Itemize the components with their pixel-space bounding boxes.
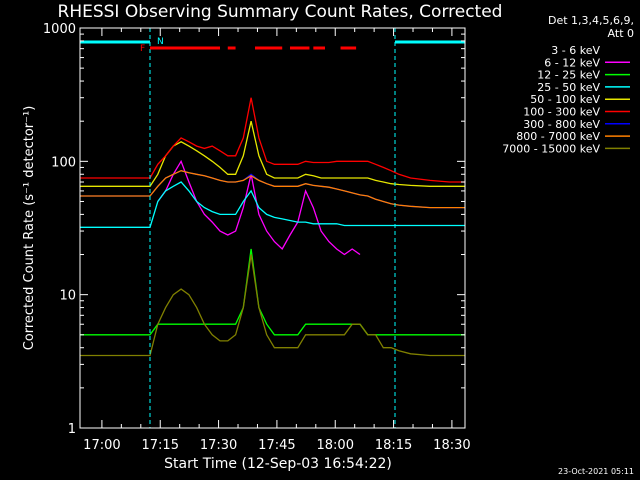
legend-label-7: 800 - 7000 keV: [516, 130, 600, 143]
legend-label-8: 7000 - 15000 keV: [502, 142, 600, 155]
series-lines: [80, 97, 465, 357]
series-line-6-12-kev: [157, 159, 361, 256]
x-tick-label-5: 18:15: [375, 438, 412, 453]
y-tick-label-0: 1: [68, 422, 76, 437]
legend-label-3: 25 - 50 keV: [537, 81, 600, 94]
x-axis-label: Start Time (12-Sep-03 16:54:22): [164, 456, 392, 472]
series-line-50-100-kev: [80, 121, 465, 187]
y-axis-label: Corrected Count Rate (s⁻¹ detector⁻¹): [22, 106, 37, 351]
x-tick-label-4: 18:00: [317, 438, 354, 453]
x-tick-label-2: 17:30: [200, 438, 237, 453]
legend-label-0: 3 - 6 keV: [551, 44, 600, 57]
legend-label-2: 12 - 25 keV: [537, 69, 600, 82]
y-tick-label-2: 100: [51, 155, 76, 170]
flare-flag-label: F: [140, 44, 145, 54]
y-tick-label-3: 1000: [43, 22, 76, 37]
legend-label-5: 100 - 300 keV: [523, 106, 600, 119]
legend-label-4: 50 - 100 keV: [530, 93, 600, 106]
x-tick-label-3: 17:45: [258, 438, 295, 453]
plot-frame: [79, 27, 466, 429]
y-axis-ticks: 1 10 100 1000: [43, 22, 465, 437]
night-flag-label: N: [157, 37, 164, 47]
x-tick-label-1: 17:15: [142, 438, 179, 453]
timestamp: 23-Oct-2021 05:11: [558, 467, 634, 476]
y-tick-label-1: 10: [59, 289, 76, 304]
series-line-25-50-kev: [80, 181, 465, 228]
legend-header-line-1: Det 1,3,4,5,6,9,: [548, 14, 634, 27]
series-line-800-7000-kev: [80, 170, 465, 209]
series-line-3-6-kev: [157, 133, 361, 236]
series-line-100-300-kev: [80, 97, 465, 183]
x-tick-label-6: 18:30: [433, 438, 470, 453]
x-axis-ticks: 17:00 17:15 17:30 17:45 18:00 18:15 18:30: [83, 28, 471, 453]
x-tick-label-0: 17:00: [83, 438, 120, 453]
legend-label-6: 300 - 800 keV: [523, 118, 600, 131]
legend-label-1: 6 - 12 keV: [544, 56, 600, 69]
chart-title: RHESSI Observing Summary Count Rates, Co…: [58, 2, 503, 22]
status-bars: NF: [80, 28, 465, 428]
legend-header-line-2: Att 0: [608, 27, 634, 40]
series-line-7000-15000-kev: [80, 254, 465, 357]
